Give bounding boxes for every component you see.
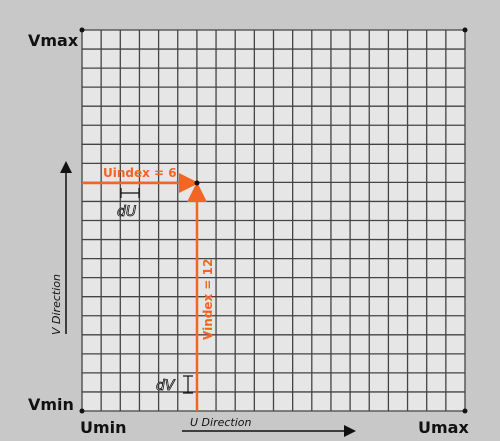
umax-label: Umax [418, 418, 469, 437]
vmin-label: Vmin [28, 395, 74, 414]
du-marker [120, 188, 140, 198]
u-direction-label: U Direction [190, 416, 252, 429]
index-point [194, 180, 200, 186]
v-direction-label: V Direction [50, 274, 63, 335]
umin-label: Umin [80, 418, 127, 437]
corner-points [79, 27, 468, 414]
v-index-label: Vindex = 12 [201, 259, 215, 340]
u-index-label: Uindex = 6 [103, 166, 177, 180]
dv-label: dV [156, 378, 176, 394]
grid [81, 29, 466, 412]
dv-marker [183, 375, 193, 394]
du-label: dU [117, 204, 136, 220]
vmax-label: Vmax [28, 31, 79, 50]
